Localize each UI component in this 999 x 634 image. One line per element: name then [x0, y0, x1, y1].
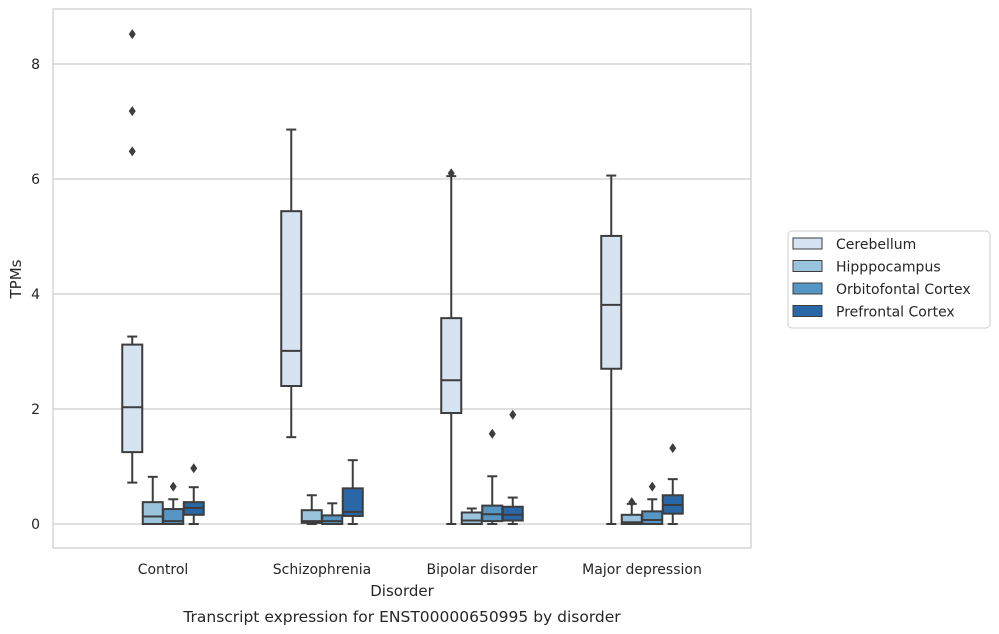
box-iqr [321, 514, 344, 525]
box-cerebellum-0 [121, 29, 144, 484]
x-axis-label: Disorder [370, 582, 434, 600]
box-cerebellum-1 [280, 128, 303, 439]
legend-swatch [792, 237, 823, 250]
box-prefrontal-cortex-1 [341, 459, 364, 525]
y-tick-label: 4 [31, 287, 40, 303]
legend-label: Hipppocampus [836, 260, 941, 276]
box-iqr [121, 343, 144, 454]
box-cerebellum-3 [600, 174, 623, 525]
outlier-point [190, 463, 198, 474]
outlier-point [488, 428, 496, 439]
box-iqr [341, 487, 364, 517]
box-orbitofontal-cortex-3 [641, 481, 664, 526]
legend-label: Prefrontal Cortex [836, 305, 955, 321]
outlier-point [669, 443, 677, 454]
x-tick-label: Control [138, 562, 189, 578]
legend-swatch [792, 260, 823, 272]
boxes-layer [121, 29, 684, 526]
box-iqr [440, 317, 463, 415]
box-prefrontal-cortex-3 [661, 443, 684, 525]
y-tick-label: 2 [31, 402, 40, 418]
plot-frame [52, 8, 752, 549]
y-tick-label: 8 [31, 57, 40, 73]
y-tick-labels: 0 2 4 6 8 [31, 57, 40, 533]
box-prefrontal-cortex-2 [501, 409, 524, 525]
box-iqr [141, 501, 164, 525]
legend-box [787, 230, 991, 329]
x-tick-label: Bipolar disorder [426, 562, 537, 578]
y-axis-label: TPMs [7, 259, 25, 299]
box-iqr [280, 210, 303, 387]
outlier-point [169, 481, 177, 492]
box-iqr [641, 510, 664, 526]
legend-label: Cerebellum [836, 237, 916, 253]
box-iqr [501, 505, 524, 522]
outlier-point [509, 409, 517, 420]
box-orbitofontal-cortex-0 [162, 481, 185, 525]
legend-swatch [792, 305, 823, 317]
box-prefrontal-cortex-0 [182, 463, 205, 525]
box-iqr [600, 234, 623, 370]
x-tick-label: Schizophrenia [273, 562, 371, 578]
y-tick-label: 6 [31, 172, 40, 188]
outlier-point [128, 29, 136, 40]
outlier-point [648, 481, 656, 492]
outlier-point [128, 146, 136, 157]
box-orbitofontal-cortex-2 [481, 428, 504, 525]
legend-swatch [792, 282, 823, 295]
legend-label: Orbitofontal Cortex [836, 282, 971, 298]
box-orbitofontal-cortex-1 [321, 502, 344, 525]
box-cerebellum-2 [440, 168, 463, 525]
chart-caption: Transcript expression for ENST0000065099… [182, 608, 621, 626]
x-tick-label: Major depression [582, 562, 702, 578]
box-hipppocampus-0 [141, 475, 164, 525]
y-tick-label: 0 [31, 517, 40, 533]
outlier-point [628, 497, 636, 508]
outlier-point [447, 168, 455, 179]
x-tick-labels: Control Schizophrenia Bipolar disorder Majo… [138, 562, 702, 578]
outlier-point [128, 106, 136, 117]
legend: Cerebellum Hipppocampus Orbitofontal Corte… [787, 230, 991, 329]
box-iqr [460, 511, 483, 525]
